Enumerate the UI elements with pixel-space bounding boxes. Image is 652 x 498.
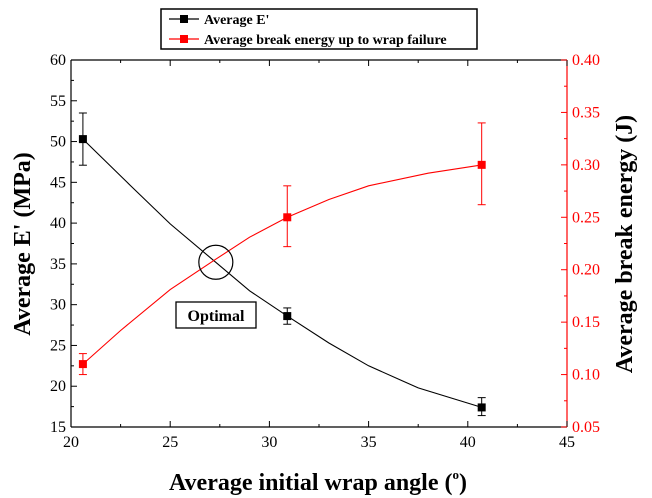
legend-marker-e: [180, 15, 188, 23]
y-right-tick-label: 0.05: [572, 419, 600, 436]
y-right-tick-label: 0.20: [572, 262, 600, 279]
data-point-e: [78, 135, 87, 144]
data-point-e: [477, 403, 486, 412]
x-axis-title-main: Average initial wrap angle (: [169, 470, 453, 496]
series-energy: [78, 122, 486, 376]
legend-box: [160, 8, 478, 50]
data-point-energy: [283, 213, 292, 222]
y-right-tick-label: 0.40: [572, 52, 600, 69]
x-tick-label: 20: [63, 434, 79, 451]
y-right-tick-label: 0.10: [572, 367, 600, 384]
x-tick-label: 35: [361, 434, 377, 451]
legend-marker-energy: [180, 35, 188, 43]
legend-label-e: Average E': [204, 13, 269, 28]
x-tick-label: 25: [162, 434, 178, 451]
y-left-tick-label: 30: [50, 297, 66, 314]
legend-entry-e: Average E': [169, 13, 269, 28]
y-right-tick-label: 0.25: [572, 209, 600, 226]
x-tick-label: 40: [460, 434, 476, 451]
series-line-energy: [82, 164, 482, 365]
y-left-tick-label: 15: [50, 419, 66, 436]
optimal-box: [175, 301, 257, 329]
y-right-tick-label: 0.35: [572, 104, 600, 121]
y-left-axis-title: Average E' (MPa): [10, 152, 36, 335]
y-left-tick-label: 60: [50, 52, 66, 69]
series-layer: [78, 112, 486, 417]
y-right-tick-label: 0.30: [572, 157, 600, 174]
data-point-energy: [78, 360, 87, 369]
legend-label-energy: Average break energy up to wrap failure: [204, 33, 447, 48]
y-right-tick-label: 0.15: [572, 314, 600, 331]
optimal-circle: [198, 244, 234, 280]
y-left-tick-label: 55: [50, 93, 66, 110]
data-point-e: [283, 312, 292, 321]
legend-entry-energy: Average break energy up to wrap failure: [169, 33, 447, 48]
y-left-tick-label: 45: [50, 174, 66, 191]
x-tick-label: 30: [261, 434, 277, 451]
x-axis-title: Average initial wrap angle (o): [169, 467, 467, 496]
y-right-axis-title: Average break energy (J): [612, 115, 638, 373]
data-point-energy: [477, 160, 486, 169]
y-left-tick-label: 35: [50, 256, 66, 273]
annotation: Optimal: [175, 244, 257, 329]
y-left-tick-label: 40: [50, 215, 66, 232]
x-axis-title-close: ): [459, 470, 467, 496]
x-tick-label: 45: [559, 434, 575, 451]
x-axis-title-degree: o: [453, 467, 460, 482]
y-left-tick-label: 50: [50, 134, 66, 151]
optimal-label: Optimal: [188, 308, 245, 325]
series-line-e: [82, 138, 482, 408]
legend: Average E' Average break energy up to wr…: [160, 8, 478, 50]
series-e: [78, 112, 486, 417]
axes: 20 25 30 35 40 45152025303540455055600.050.10…: [50, 52, 600, 451]
y-left-tick-label: 25: [50, 337, 66, 354]
y-left-tick-label: 20: [50, 378, 66, 395]
